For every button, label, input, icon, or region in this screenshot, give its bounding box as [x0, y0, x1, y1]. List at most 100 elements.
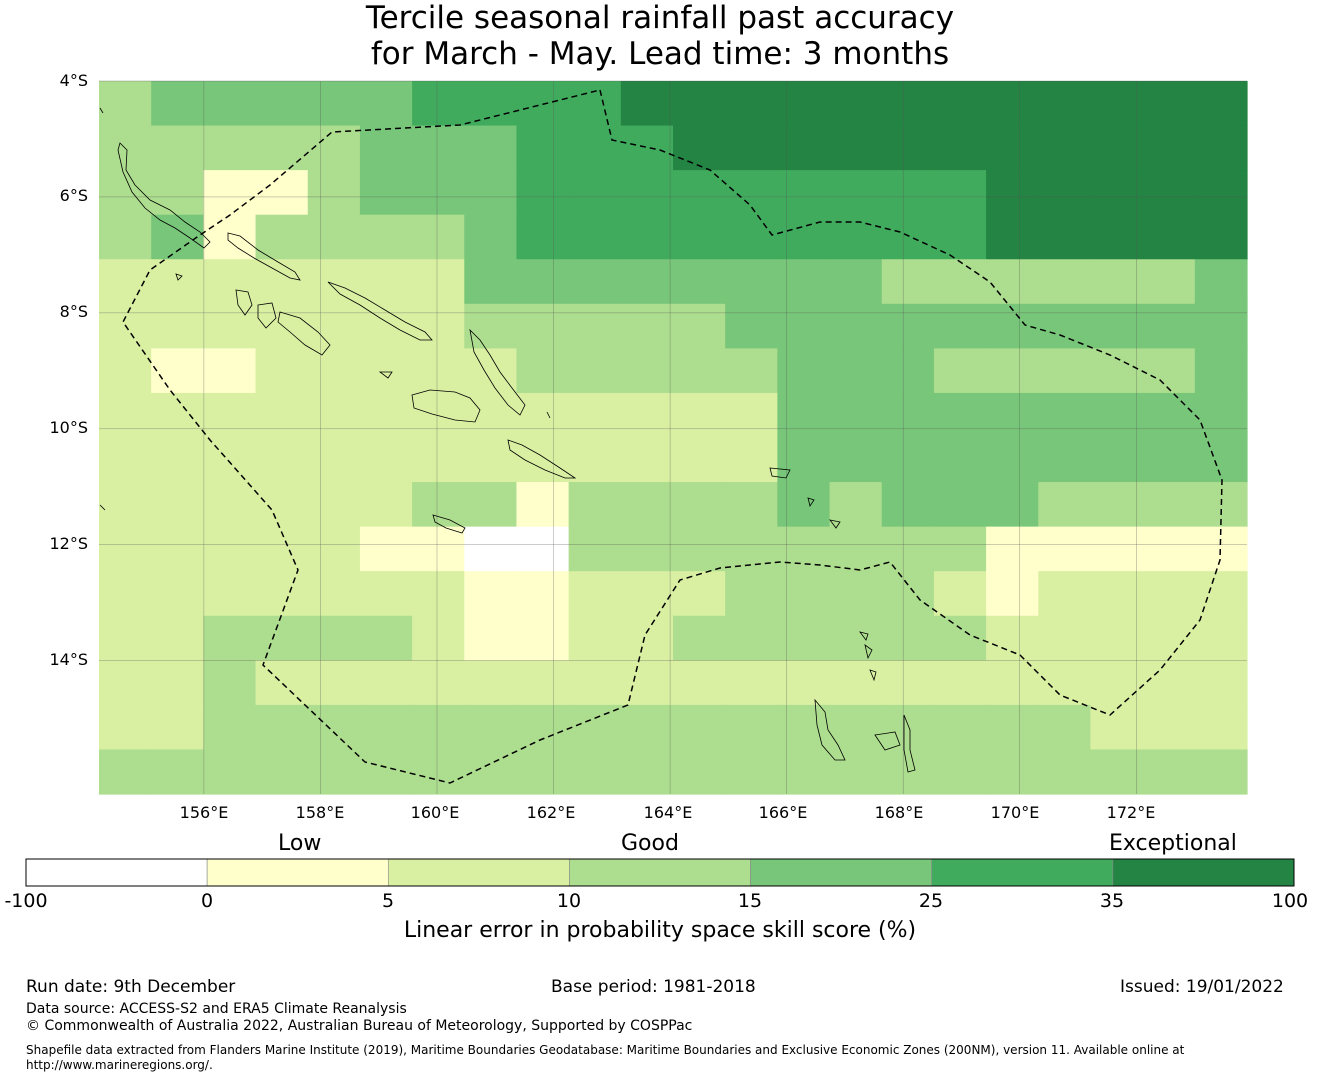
lat-label-14s: 14°S — [49, 650, 88, 669]
skill-cell — [725, 571, 778, 617]
skill-cell — [1038, 170, 1092, 216]
skill-cell — [203, 348, 257, 394]
skill-cell — [881, 392, 935, 439]
skill-cell — [1142, 615, 1196, 661]
skill-cell — [307, 571, 361, 617]
skill-cell — [829, 437, 883, 483]
skill-cell — [673, 81, 726, 127]
lon-label-158e: 158°E — [295, 803, 345, 822]
skill-cell — [673, 437, 726, 483]
skill-cell — [620, 526, 674, 572]
lat-label-8s: 8°S — [59, 302, 88, 321]
skill-cell — [255, 303, 309, 349]
colorbar-border — [25, 858, 1295, 887]
skill-cell — [725, 704, 778, 751]
skill-cell — [516, 749, 570, 795]
skill-cell — [307, 615, 361, 661]
skill-cell — [933, 303, 987, 349]
skill-cell — [516, 482, 570, 528]
skill-cell — [725, 303, 778, 349]
skill-cell — [1038, 437, 1092, 483]
skill-cell — [151, 214, 204, 260]
skill-cell — [255, 660, 309, 706]
skill-cell — [1090, 392, 1144, 439]
skill-cell — [1090, 303, 1144, 349]
island-vanikoro — [829, 519, 841, 529]
skill-cell — [620, 170, 674, 216]
skill-cell — [359, 125, 413, 171]
skill-cell — [777, 170, 831, 216]
skill-cell — [673, 615, 726, 661]
skill-cell — [1090, 348, 1144, 394]
skill-cell — [412, 81, 465, 127]
skill-cell — [986, 704, 1039, 751]
chart-title-line1: Tercile seasonal rainfall past accuracy — [365, 0, 955, 36]
skill-cell — [829, 749, 883, 795]
skill-cell — [1142, 170, 1196, 216]
skill-cell — [673, 749, 726, 795]
colorbar-label: Linear error in probability space skill … — [403, 918, 917, 943]
skill-cell — [933, 437, 987, 483]
skill-cell — [725, 81, 778, 127]
lon-label-170e: 170°E — [990, 803, 1040, 822]
skill-cell — [673, 303, 726, 349]
skill-cell — [777, 526, 831, 572]
skill-cell — [568, 348, 622, 394]
legend-category-exceptional: Exceptional — [1109, 831, 1237, 856]
skill-cell — [359, 526, 413, 572]
skill-cell — [986, 437, 1039, 483]
skill-cell — [203, 704, 257, 751]
skill-cell — [1194, 704, 1248, 751]
skill-cell — [568, 303, 622, 349]
skill-cell — [255, 392, 309, 439]
skill-cell — [829, 170, 883, 216]
skill-cell — [99, 214, 152, 260]
skill-cell — [933, 571, 987, 617]
skill-cell — [673, 170, 726, 216]
skill-cell — [203, 259, 257, 305]
skill-cell — [516, 303, 570, 349]
skill-cell — [986, 526, 1039, 572]
skill-cell — [464, 482, 518, 528]
skill-cell — [99, 660, 152, 706]
skill-cell — [881, 348, 935, 394]
skill-cell — [255, 704, 309, 751]
skill-cell — [203, 571, 257, 617]
shapefile-credit-line1: Shapefile data extracted from Flanders M… — [26, 1043, 1185, 1057]
skill-cell — [307, 81, 361, 127]
skill-cell — [412, 571, 465, 617]
skill-cell — [986, 125, 1039, 171]
skill-cell — [1090, 437, 1144, 483]
eez-boundaries — [122, 89, 1223, 784]
skill-cell — [881, 615, 935, 661]
colorbar-tick--100: -100 — [4, 890, 48, 912]
skill-cell — [99, 348, 152, 394]
skill-cell — [99, 615, 152, 661]
skill-cell — [1038, 571, 1092, 617]
skill-cell — [673, 392, 726, 439]
lon-label-172e: 172°E — [1106, 803, 1156, 822]
skill-cell — [1090, 482, 1144, 528]
skill-cell — [725, 437, 778, 483]
skill-cell — [829, 392, 883, 439]
island-santa-isabel — [327, 281, 433, 341]
skill-cell — [673, 571, 726, 617]
island-ambae — [859, 631, 869, 641]
skill-cell — [986, 749, 1039, 795]
skill-cell — [464, 214, 518, 260]
skill-cell — [777, 81, 831, 127]
skill-cell — [777, 571, 831, 617]
skill-cell — [620, 437, 674, 483]
skill-cell — [1090, 259, 1144, 305]
skill-cell — [777, 437, 831, 483]
skill-cell — [464, 81, 518, 127]
colorbar-segment — [25, 858, 208, 887]
skill-cell — [307, 749, 361, 795]
skill-cell — [359, 214, 413, 260]
skill-cell — [359, 704, 413, 751]
colorbar-segment — [750, 858, 933, 887]
skill-cell — [1090, 526, 1144, 572]
skill-cell — [620, 615, 674, 661]
skill-cell — [359, 392, 413, 439]
skill-cell — [464, 170, 518, 216]
